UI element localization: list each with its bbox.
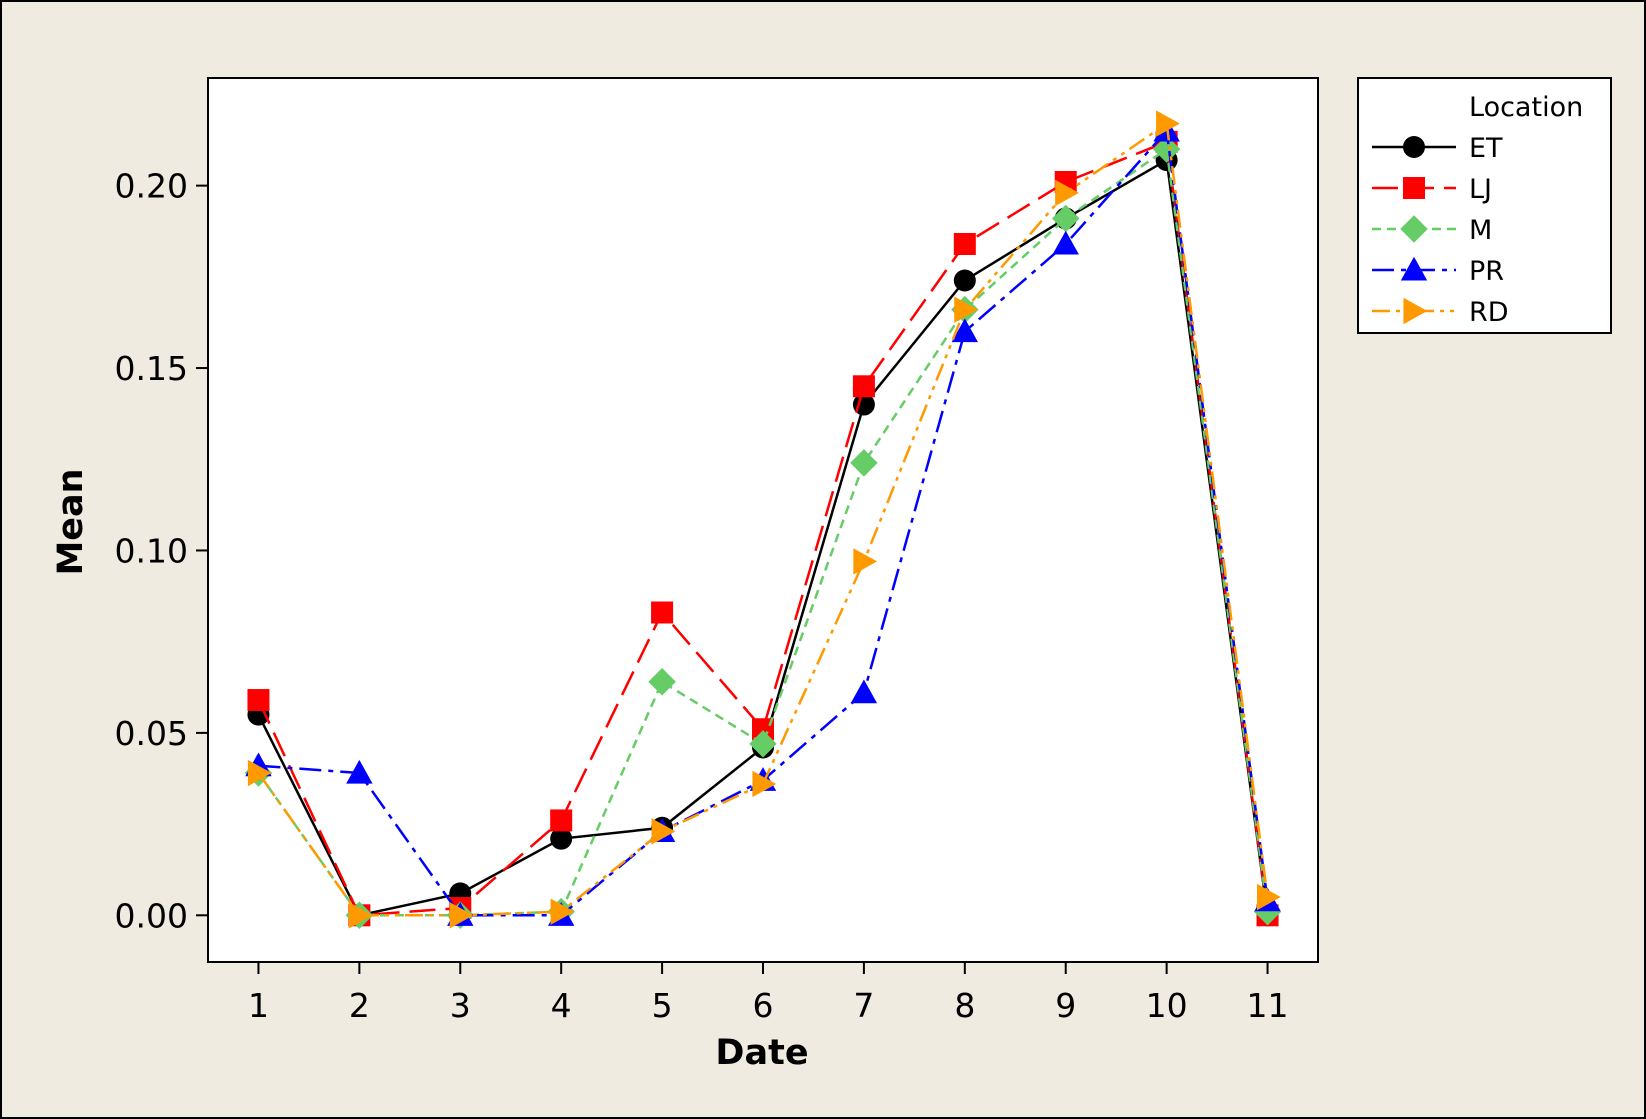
x-tick-label: 1 xyxy=(248,986,269,1025)
legend-marker xyxy=(1400,215,1428,243)
legend-label: ET xyxy=(1469,133,1503,164)
data-point-m xyxy=(749,730,777,758)
data-point-rd xyxy=(550,898,575,925)
data-point-rd xyxy=(651,818,676,845)
legend-label: PR xyxy=(1469,256,1504,287)
legend-item-rd: RD xyxy=(1372,297,1509,328)
series-line-lj xyxy=(257,140,1269,917)
legend-item-et: ET xyxy=(1372,133,1503,164)
data-point-lj xyxy=(550,809,573,832)
data-point-pr xyxy=(346,759,373,784)
y-tick-label: 0.10 xyxy=(115,531,188,570)
data-point-lj xyxy=(651,601,674,624)
data-point-pr xyxy=(1052,230,1079,255)
legend-item-lj: LJ xyxy=(1372,174,1492,205)
x-tick-label: 11 xyxy=(1247,986,1289,1025)
x-axis-title: Date xyxy=(715,1033,808,1073)
data-point-pr xyxy=(951,318,979,343)
y-axis-title: Mean xyxy=(51,468,91,575)
data-point-et xyxy=(852,393,875,416)
data-point-rd xyxy=(752,770,777,798)
legend-box xyxy=(1357,77,1612,334)
legend-marker xyxy=(1403,297,1428,325)
data-point-lj xyxy=(852,375,875,398)
x-tick-label: 10 xyxy=(1146,986,1188,1025)
data-point-et xyxy=(550,827,573,850)
data-point-rd xyxy=(1156,110,1180,137)
data-point-rd xyxy=(853,548,878,575)
series-rd xyxy=(247,110,1281,929)
series-line-m xyxy=(257,146,1269,917)
plot-layer: 0.00 0.05 0.10 0.15 0.20 1 2 3 4 5 6 7 8 9 10 11 xyxy=(115,77,1319,1025)
x-tick-label: 8 xyxy=(954,986,975,1025)
data-point-lj xyxy=(752,718,774,741)
y-tick-label: 0.05 xyxy=(115,714,188,753)
data-point-rd xyxy=(1055,179,1079,207)
x-tick-label: 5 xyxy=(652,986,673,1025)
data-point-lj xyxy=(247,689,270,712)
legend-item-pr: PR xyxy=(1372,256,1504,287)
plot-area xyxy=(207,77,1319,963)
x-tick-label: 6 xyxy=(753,986,774,1025)
data-point-pr xyxy=(850,679,878,704)
y-tick-label: 0.20 xyxy=(115,167,188,206)
legend-marker xyxy=(1403,177,1425,199)
data-point-rd xyxy=(247,759,272,787)
legend-label: LJ xyxy=(1469,174,1492,205)
x-tick-label: 4 xyxy=(551,986,572,1025)
x-tick-label: 9 xyxy=(1055,986,1076,1025)
legend: Location ET LJ M PR RD xyxy=(1357,77,1612,334)
data-point-rd xyxy=(954,296,979,323)
data-point-rd xyxy=(348,902,373,929)
legend-title: Location xyxy=(1469,92,1583,123)
data-point-rd xyxy=(1256,883,1281,911)
data-point-m xyxy=(1051,204,1080,233)
legend-marker xyxy=(1400,256,1428,281)
data-point-m xyxy=(648,668,676,696)
legend-marker xyxy=(1403,136,1425,158)
legend-item-m: M xyxy=(1372,215,1492,246)
x-tick-label: 2 xyxy=(349,986,370,1025)
y-tick-label: 0.15 xyxy=(115,349,188,388)
x-tick-label: 7 xyxy=(853,986,874,1025)
data-point-m xyxy=(850,449,878,477)
data-point-rd xyxy=(449,902,474,929)
legend-label: RD xyxy=(1469,297,1509,328)
y-tick-label: 0.00 xyxy=(115,896,188,935)
data-point-m xyxy=(1152,135,1181,163)
data-point-lj xyxy=(953,233,976,256)
legend-label: M xyxy=(1469,215,1492,246)
data-point-et xyxy=(953,269,976,292)
x-tick-label: 3 xyxy=(450,986,471,1025)
